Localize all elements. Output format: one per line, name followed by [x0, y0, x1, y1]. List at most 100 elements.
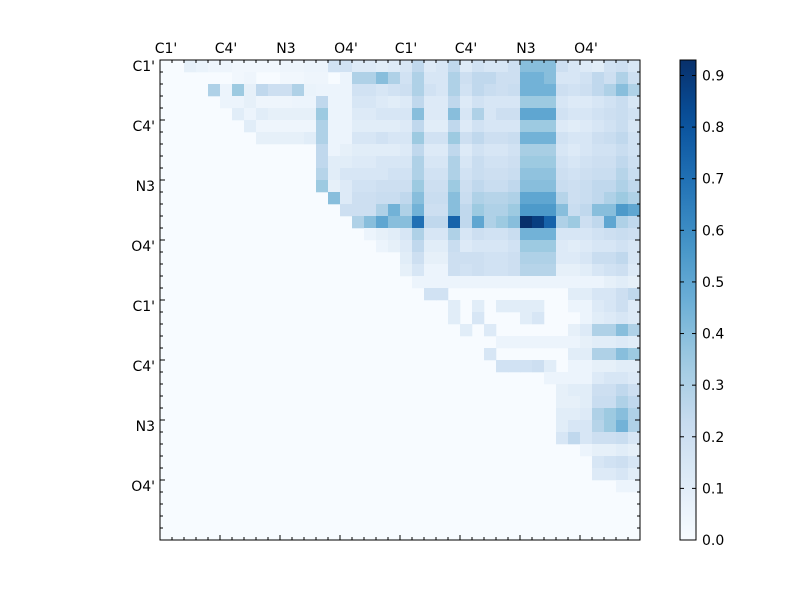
- heatmap-cell: [484, 240, 497, 253]
- heatmap-cell: [448, 264, 461, 277]
- heatmap-cell: [400, 252, 413, 265]
- heatmap-cell: [364, 132, 377, 145]
- heatmap-cell: [496, 168, 509, 181]
- heatmap-cell: [592, 168, 605, 181]
- heatmap-cell: [580, 324, 593, 337]
- heatmap-cell: [580, 300, 593, 313]
- heatmap-cell: [580, 216, 593, 229]
- heatmap-cell: [316, 144, 329, 157]
- heatmap-cell: [628, 72, 641, 85]
- heatmap-cell: [484, 84, 497, 97]
- heatmap-cell: [556, 264, 569, 277]
- heatmap-cell: [508, 120, 521, 133]
- heatmap-cell: [472, 108, 485, 121]
- heatmap-cell: [424, 108, 437, 121]
- heatmap-cell: [316, 108, 329, 121]
- heatmap-cell: [472, 216, 485, 229]
- heatmap-cell: [256, 132, 269, 145]
- heatmap-cell: [376, 60, 389, 73]
- heatmap-cell: [292, 60, 305, 73]
- heatmap-cell: [232, 84, 245, 97]
- heatmap-cell: [460, 144, 473, 157]
- heatmap-cell: [436, 96, 449, 109]
- heatmap-cell: [484, 132, 497, 145]
- heatmap-cell: [520, 192, 533, 205]
- heatmap-cell: [544, 276, 557, 289]
- heatmap-cell: [340, 168, 353, 181]
- heatmap-cell: [388, 144, 401, 157]
- heatmap-cell: [424, 168, 437, 181]
- heatmap-cell: [556, 144, 569, 157]
- heatmap-cell: [496, 204, 509, 217]
- heatmap-cell: [592, 240, 605, 253]
- heatmap-cell: [556, 228, 569, 241]
- heatmap-cell: [604, 444, 617, 457]
- heatmap-cell: [508, 168, 521, 181]
- heatmap-cell: [604, 348, 617, 361]
- heatmap-cell: [592, 384, 605, 397]
- heatmap-cell: [184, 60, 197, 73]
- heatmap-cell: [484, 120, 497, 133]
- colorbar-tick-label: 0.1: [702, 481, 724, 497]
- heatmap-cell: [376, 144, 389, 157]
- heatmap-cell: [412, 84, 425, 97]
- heatmap-cell: [556, 276, 569, 289]
- x-tick-label: N3: [276, 41, 295, 57]
- heatmap-cell: [412, 96, 425, 109]
- heatmap-cell: [496, 360, 509, 373]
- heatmap-cell: [616, 312, 629, 325]
- heatmap-cell: [544, 72, 557, 85]
- heatmap-cell: [340, 96, 353, 109]
- heatmap-cell: [592, 84, 605, 97]
- heatmap-cell: [604, 216, 617, 229]
- heatmap-cell: [532, 156, 545, 169]
- heatmap-cell: [376, 204, 389, 217]
- heatmap-cell: [484, 264, 497, 277]
- heatmap-cell: [616, 456, 629, 469]
- heatmap-cell: [412, 132, 425, 145]
- heatmap-cell: [484, 60, 497, 73]
- heatmap-cell: [448, 240, 461, 253]
- heatmap-cell: [424, 240, 437, 253]
- heatmap-cell: [616, 408, 629, 421]
- heatmap-cell: [616, 384, 629, 397]
- heatmap-cell: [244, 60, 257, 73]
- heatmap-cell: [604, 384, 617, 397]
- heatmap-cell: [268, 60, 281, 73]
- heatmap-cell: [520, 228, 533, 241]
- heatmap-cell: [568, 384, 581, 397]
- heatmap-cell: [304, 108, 317, 121]
- heatmap-cell: [592, 204, 605, 217]
- heatmap-cell: [580, 444, 593, 457]
- heatmap-cell: [628, 384, 641, 397]
- heatmap-cell: [280, 120, 293, 133]
- heatmap-cell: [232, 96, 245, 109]
- heatmap-cell: [580, 348, 593, 361]
- heatmap-cell: [592, 372, 605, 385]
- heatmap-cell: [556, 120, 569, 133]
- heatmap-cell: [484, 72, 497, 85]
- heatmap-cell: [580, 288, 593, 301]
- heatmap-cell: [340, 72, 353, 85]
- heatmap-cell: [568, 180, 581, 193]
- heatmap-cell: [496, 240, 509, 253]
- heatmap-cell: [448, 108, 461, 121]
- heatmap-cell: [580, 372, 593, 385]
- heatmap-cell: [352, 168, 365, 181]
- heatmap-cell: [388, 60, 401, 73]
- heatmap-cell: [628, 168, 641, 181]
- heatmap-cell: [508, 132, 521, 145]
- heatmap-cell: [616, 276, 629, 289]
- heatmap-cell: [628, 108, 641, 121]
- heatmap-cell: [340, 144, 353, 157]
- heatmap-cell: [472, 240, 485, 253]
- heatmap-cell: [532, 312, 545, 325]
- heatmap-cell: [508, 360, 521, 373]
- heatmap-cell: [460, 204, 473, 217]
- heatmap-cell: [436, 180, 449, 193]
- heatmap-cell: [628, 156, 641, 169]
- heatmap-cell: [352, 72, 365, 85]
- heatmap-cell: [304, 72, 317, 85]
- heatmap-cell: [376, 84, 389, 97]
- x-tick-label: C4': [455, 41, 478, 57]
